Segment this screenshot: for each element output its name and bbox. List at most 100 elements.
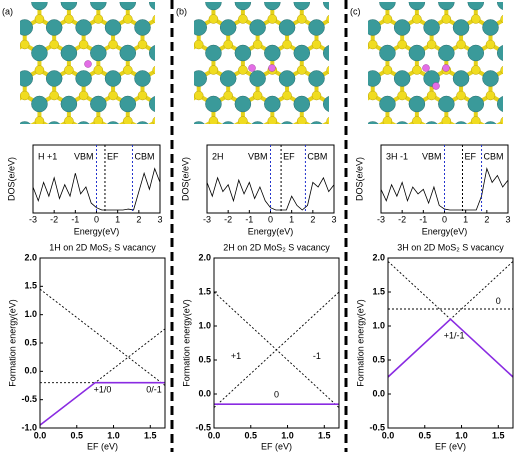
x-tick-label: 2 <box>136 214 141 224</box>
h-atom <box>268 64 276 72</box>
mo-atom <box>251 121 264 124</box>
y-tick-label: 1.0 <box>198 320 211 330</box>
x-label: EF (eV) <box>435 441 466 451</box>
mo-atom <box>205 44 222 62</box>
h-atom <box>248 64 256 72</box>
mo-atom <box>104 70 122 87</box>
mo-atom <box>20 121 31 124</box>
s-atom <box>311 90 322 101</box>
x-tick-label: 3 <box>505 214 510 224</box>
mo-atom <box>484 121 497 124</box>
mo-atom <box>393 70 411 87</box>
mo-atom <box>60 44 78 62</box>
mo-atom <box>438 2 455 11</box>
mo-atom <box>31 95 48 113</box>
y-label: DOS(e/eV) <box>180 157 190 201</box>
mo-atom <box>452 70 470 87</box>
s-atom <box>412 14 422 24</box>
s-atom <box>223 39 233 50</box>
mo-atom <box>496 2 503 10</box>
mo-atom <box>134 70 151 87</box>
mo-atom <box>75 19 92 36</box>
mo-atom <box>31 2 48 11</box>
mo-atom <box>77 121 90 124</box>
structure <box>368 2 503 124</box>
mo-atom <box>438 95 455 113</box>
mo-atom <box>454 121 468 124</box>
y-tick-label: 1.5 <box>24 281 37 291</box>
mo-atom <box>234 44 252 62</box>
s-atom <box>238 116 248 124</box>
mo-atom <box>368 121 379 124</box>
mo-atom <box>45 70 63 87</box>
s-atom <box>152 116 155 124</box>
y-tick-label: 0.5 <box>24 337 37 347</box>
mo-atom <box>467 2 485 11</box>
y-tick-label: 0.5 <box>198 354 211 364</box>
s-atom <box>194 90 204 101</box>
annotation: -1 <box>313 351 321 361</box>
s-atom <box>500 65 503 75</box>
plot-frame <box>39 257 166 429</box>
mo-atom <box>496 96 503 112</box>
mo-atom <box>119 95 137 113</box>
mo-atom <box>423 19 440 36</box>
level-label: CBM <box>307 151 327 161</box>
y-tick-label: 1.0 <box>24 309 37 319</box>
mo-atom <box>310 121 323 124</box>
y-tick-label: 2.0 <box>198 252 211 262</box>
mo-atom <box>408 95 426 113</box>
x-tick-label: 1.5 <box>492 430 505 440</box>
annotation: H +1 <box>38 151 57 161</box>
x-tick-label: 0.0 <box>34 430 47 440</box>
level-label: EF <box>283 151 295 161</box>
s-atom <box>326 116 329 124</box>
s-atom <box>456 90 466 101</box>
annotation: +1/0 <box>94 384 112 394</box>
s-atom <box>500 116 503 124</box>
x-tick-label: 3 <box>157 214 162 224</box>
s-atom <box>368 90 378 101</box>
mo-atom <box>293 44 311 62</box>
s-atom <box>108 90 118 101</box>
mo-atom <box>60 95 78 113</box>
panel-label: (a) <box>2 6 13 16</box>
x-tick-label: 1 <box>289 214 294 224</box>
y-tick-label: -0.5 <box>369 422 385 432</box>
s-atom <box>297 65 307 75</box>
x-tick-label: -1 <box>419 214 427 224</box>
x-tick-label: 1.0 <box>281 430 294 440</box>
mo-atom <box>48 121 61 124</box>
annotation: 0 <box>496 296 501 306</box>
mo-atom <box>234 95 252 113</box>
s-atom <box>34 14 45 24</box>
mo-atom <box>148 45 155 61</box>
s-atom <box>152 65 155 75</box>
s-atom <box>93 14 104 24</box>
annotation: +1/-1 <box>444 331 465 341</box>
mo-atom <box>278 70 296 87</box>
y-tick-label: -1.0 <box>21 422 37 432</box>
mo-atom <box>119 2 137 11</box>
s-atom <box>108 39 118 50</box>
s-atom <box>123 14 133 24</box>
mo-atom <box>264 2 281 11</box>
s-atom <box>93 65 104 75</box>
s-atom <box>397 90 407 101</box>
mo-atom <box>219 19 237 36</box>
y-tick-label: 1.0 <box>372 320 385 330</box>
s-atom <box>297 14 307 24</box>
mo-atom <box>467 44 485 62</box>
mo-atom <box>425 121 438 124</box>
mo-atom <box>396 121 409 124</box>
charge-line <box>213 291 340 408</box>
level-label: EF <box>464 151 476 161</box>
s-atom <box>123 65 133 75</box>
mo-atom <box>134 19 151 36</box>
x-tick-label: 0.5 <box>245 430 258 440</box>
x-tick-label: 1 <box>115 214 120 224</box>
mo-atom <box>408 2 426 11</box>
x-label: Energy(eV) <box>248 226 294 236</box>
mo-atom <box>31 44 48 62</box>
